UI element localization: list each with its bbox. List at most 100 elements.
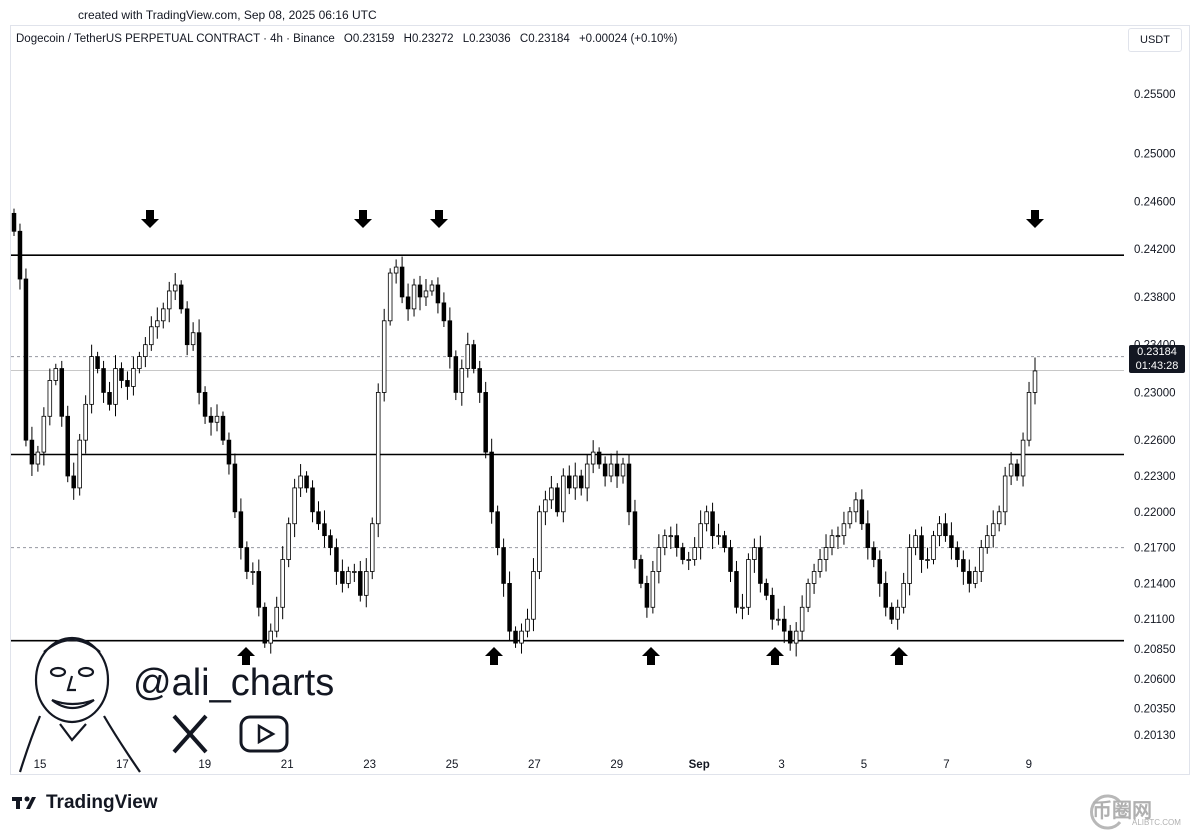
candle (23, 268, 29, 447)
candle-up-body (411, 284, 417, 310)
candle (883, 571, 888, 617)
candle-down-body (501, 547, 506, 584)
chart-frame[interactable] (10, 25, 1190, 775)
candle (441, 292, 447, 328)
candle-up-body (459, 368, 465, 393)
candle-up-body (166, 290, 172, 310)
footer-brand[interactable]: TradingView (12, 792, 158, 814)
candle (155, 307, 160, 339)
avatar-portrait (18, 636, 141, 773)
candle (984, 525, 990, 554)
candle (990, 510, 996, 548)
candle-up-body (799, 606, 805, 632)
candle (555, 483, 560, 517)
candle-up-body (292, 487, 297, 525)
candle (841, 511, 847, 545)
candle-up-body (298, 475, 303, 489)
candle (543, 490, 548, 526)
levels-layer (11, 254, 1124, 642)
candle-down-body (238, 511, 244, 548)
candle-down-body (202, 392, 208, 417)
candle (949, 522, 954, 560)
candle (232, 453, 238, 518)
y-tick-label: 0.20600 (1134, 674, 1176, 686)
candle (286, 517, 291, 568)
candle-down-body (722, 535, 727, 548)
candle (119, 362, 124, 389)
candle (83, 395, 88, 454)
y-tick-label: 0.23000 (1134, 387, 1176, 399)
candle-up-body (662, 535, 668, 548)
candle-up-body (369, 523, 375, 572)
candle-up-body (823, 547, 829, 560)
candle-up-body (829, 535, 835, 548)
resistance-arrow-down (354, 210, 372, 228)
candle-up-body (841, 523, 847, 537)
candle (507, 571, 512, 641)
x-tick-label: 29 (610, 759, 623, 771)
close-value: C0.23184 (519, 33, 570, 45)
candle-up-body (811, 571, 817, 584)
y-tick-label: 0.22300 (1134, 471, 1176, 483)
y-tick-label: 0.20850 (1134, 644, 1176, 656)
candle (787, 624, 793, 651)
candle (979, 539, 984, 582)
candle-down-body (578, 475, 584, 489)
candle-up-body (143, 344, 148, 358)
candle (292, 478, 297, 538)
candle (692, 537, 697, 566)
candle (674, 523, 680, 557)
candle (137, 351, 142, 374)
candle (47, 368, 53, 426)
candle-down-body (328, 535, 333, 548)
candle (764, 578, 769, 601)
candle-down-body (787, 630, 793, 644)
candle-up-body (692, 547, 697, 560)
candle-up-body (668, 535, 674, 538)
candle (489, 438, 494, 524)
y-tick-label: 0.25000 (1134, 149, 1176, 161)
y-tick-label: 0.25500 (1134, 89, 1176, 101)
currency-selector[interactable]: USDT (1128, 28, 1182, 52)
candle-down-body (322, 523, 327, 537)
candle (95, 351, 100, 374)
candle (59, 360, 65, 427)
candle-up-body (531, 571, 536, 620)
resistance-arrow-down (1026, 210, 1044, 228)
candle (89, 344, 94, 414)
x-axis: 15 17 19 21 23 25 27 29 Sep 3 5 7 9 (34, 759, 1032, 771)
candle-down-body (17, 230, 23, 280)
candle (328, 529, 333, 556)
candle-down-body (734, 571, 739, 608)
candle (811, 563, 817, 594)
candle-up-body (1032, 370, 1038, 393)
candle-down-body (614, 463, 620, 477)
candle-up-body (990, 523, 996, 537)
candle (196, 319, 202, 405)
candle-up-body (214, 415, 220, 423)
candle (423, 279, 429, 306)
candle (698, 510, 703, 560)
candle (967, 559, 972, 593)
candle-up-body (465, 344, 471, 369)
y-tick-label: 0.21700 (1134, 543, 1176, 555)
candle (113, 355, 118, 417)
x-logo-icon[interactable] (172, 714, 208, 754)
candle (847, 507, 853, 529)
candle (519, 623, 524, 654)
candle-up-body (716, 535, 721, 538)
candle-down-body (871, 547, 877, 560)
candle-up-body (543, 499, 548, 513)
candle (752, 538, 757, 573)
candle (178, 280, 184, 314)
candle-down-body (680, 547, 685, 560)
candle-down-body (196, 332, 202, 393)
candle-up-body (686, 559, 691, 561)
watermark-text: 币圈网 (1092, 800, 1152, 822)
youtube-play-icon[interactable] (239, 715, 289, 753)
candle (495, 505, 500, 556)
symbol-title[interactable]: Dogecoin / TetherUS PERPETUAL CONTRACT ·… (16, 33, 335, 45)
y-tick-label: 0.24600 (1134, 196, 1176, 208)
candle (853, 492, 859, 523)
